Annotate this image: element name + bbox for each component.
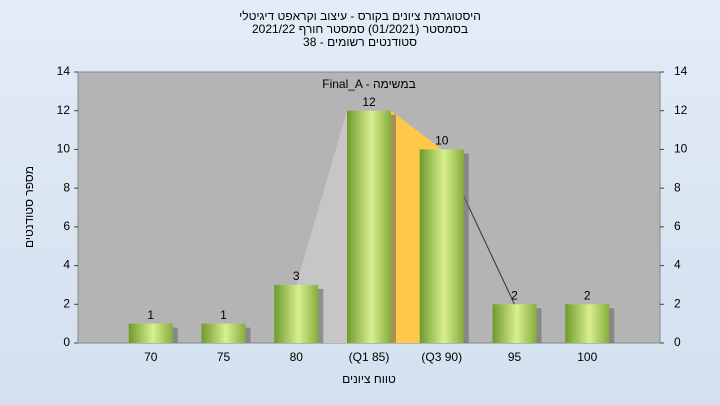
- y-tick-label: 6: [63, 219, 70, 233]
- value-label: 2: [584, 288, 591, 302]
- x-tick-label: 70: [144, 350, 158, 364]
- x-tick-label: (Q3 90): [421, 350, 462, 364]
- y2-tick-label: 2: [674, 296, 681, 310]
- bar: [565, 304, 610, 343]
- value-label: 2: [511, 288, 518, 302]
- y2-tick-label: 14: [674, 64, 688, 78]
- y-axis-label: מספר סטודנטים: [22, 166, 36, 248]
- y-tick-label: 10: [57, 142, 71, 156]
- y-tick-label: 14: [57, 64, 71, 78]
- bar: [128, 323, 173, 343]
- bar: [201, 323, 246, 343]
- y2-tick-label: 6: [674, 219, 681, 233]
- value-label: 12: [362, 95, 376, 109]
- value-label: 1: [220, 308, 227, 322]
- chart-title: היסטוגרמת ציונים בקורס - עיצוב וקראפט די…: [239, 9, 481, 23]
- x-axis-label: טווח ציונים: [342, 372, 396, 386]
- x-tick-label: 100: [577, 350, 597, 364]
- x-tick-label: 80: [290, 350, 304, 364]
- bar: [419, 149, 464, 343]
- y2-tick-label: 12: [674, 103, 688, 117]
- y-tick-label: 4: [63, 258, 70, 272]
- y-tick-label: 2: [63, 296, 70, 310]
- x-tick-label: (Q1 85): [349, 350, 390, 364]
- annotation: Final_A - במשימה: [322, 77, 416, 91]
- bar: [492, 304, 537, 343]
- y2-tick-label: 10: [674, 142, 688, 156]
- x-tick-label: 75: [217, 350, 231, 364]
- value-label: 1: [147, 308, 154, 322]
- y2-tick-label: 8: [674, 180, 681, 194]
- chart-subtitle: סטודנטים רשומים - 38: [303, 35, 417, 49]
- bar: [274, 284, 319, 343]
- value-label: 3: [293, 269, 300, 283]
- y2-tick-label: 4: [674, 258, 681, 272]
- y-tick-label: 0: [63, 335, 70, 349]
- value-label: 10: [435, 134, 449, 148]
- chart-subtitle: בסמסטר (01/2021) סמסטר חורף 2021/22: [252, 22, 468, 36]
- y-tick-label: 12: [57, 103, 71, 117]
- y-tick-label: 8: [63, 180, 70, 194]
- x-tick-label: 95: [508, 350, 522, 364]
- bar: [347, 110, 391, 343]
- y2-tick-label: 0: [674, 335, 681, 349]
